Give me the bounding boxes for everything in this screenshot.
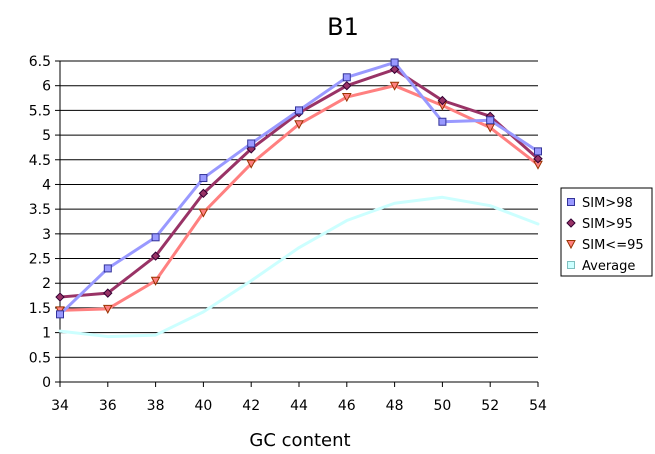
legend-marker-sim-95 bbox=[566, 218, 576, 228]
y-tick-label: 1.5 bbox=[29, 301, 51, 317]
y-tick-label: 2 bbox=[42, 276, 51, 292]
y-tick-label: 5 bbox=[42, 128, 51, 144]
y-tick-label: 5.5 bbox=[29, 103, 51, 119]
legend-marker-sim-95 bbox=[566, 240, 576, 250]
data-point-sim-95 bbox=[102, 304, 113, 314]
legend-box bbox=[560, 187, 653, 277]
x-tick-label: 52 bbox=[481, 398, 499, 414]
x-tick-label: 34 bbox=[51, 398, 69, 414]
y-tick-label: 3 bbox=[42, 227, 51, 243]
data-point-sim-95 bbox=[342, 80, 352, 91]
series-line-sim-98 bbox=[58, 60, 540, 316]
y-axis-ticks: 0 0.5 1 1.5 2 2.5 3 3.5 4 4.5 5 5.5 6 6.5 bbox=[29, 54, 60, 391]
y-tick-label: 2.5 bbox=[29, 252, 51, 268]
data-point-sim-98 bbox=[295, 106, 303, 115]
series-line-sim-95 bbox=[58, 67, 540, 299]
legend: SIM>98 SIM>95 SIM<=95 Average bbox=[560, 187, 653, 277]
data-point-sim-98 bbox=[199, 174, 208, 183]
x-axis-title: GC content bbox=[249, 430, 350, 450]
data-point-sim-95 bbox=[294, 120, 304, 130]
legend-label-average: Average bbox=[582, 259, 635, 274]
data-point-sim-98 bbox=[151, 233, 160, 242]
legend-label-sim-98: SIM>98 bbox=[582, 196, 633, 211]
x-tick-label: 46 bbox=[338, 398, 356, 414]
x-tick-label: 54 bbox=[529, 398, 547, 414]
data-point-sim-98 bbox=[486, 116, 495, 125]
data-point-sim-95 bbox=[437, 95, 448, 106]
y-tick-label: 6 bbox=[42, 79, 51, 95]
x-tick-label: 44 bbox=[290, 398, 308, 414]
data-point-sim-95 bbox=[55, 292, 65, 302]
y-tick-label: 0.5 bbox=[29, 350, 51, 366]
x-tick-label: 38 bbox=[147, 398, 165, 414]
legend-marker-average bbox=[567, 261, 575, 269]
data-point-sim-95 bbox=[389, 81, 400, 91]
y-tick-label: 6.5 bbox=[29, 54, 51, 70]
series-line-average bbox=[58, 195, 540, 339]
data-point-sim-98 bbox=[56, 310, 64, 319]
data-point-sim-95 bbox=[246, 159, 257, 169]
grid-lines bbox=[60, 60, 538, 358]
data-point-sim-95 bbox=[389, 64, 400, 75]
legend-marker-sim-98 bbox=[567, 198, 575, 206]
series-markers bbox=[55, 58, 543, 319]
data-point-sim-98 bbox=[438, 117, 447, 126]
y-tick-label: 4.5 bbox=[29, 153, 51, 169]
legend-label-sim-95: SIM>95 bbox=[582, 217, 633, 232]
y-tick-label: 3.5 bbox=[29, 202, 51, 218]
data-point-sim-95 bbox=[150, 251, 161, 261]
data-point-sim-98 bbox=[247, 139, 256, 148]
data-point-sim-95 bbox=[150, 276, 161, 286]
data-point-sim-98 bbox=[534, 147, 542, 156]
x-axis-ticks: 34 36 38 40 42 44 46 48 50 52 54 bbox=[51, 382, 547, 414]
chart-title: B1 bbox=[327, 13, 359, 41]
data-point-sim-95 bbox=[341, 93, 352, 103]
data-point-sim-98 bbox=[342, 73, 351, 82]
data-point-sim-95 bbox=[198, 208, 209, 218]
x-tick-label: 48 bbox=[386, 398, 404, 414]
series-lines bbox=[58, 60, 540, 339]
series-line-sim-95 bbox=[58, 84, 540, 312]
legend-label-sim-95: SIM<=95 bbox=[582, 238, 644, 253]
data-point-sim-98 bbox=[103, 264, 112, 273]
data-point-sim-95 bbox=[533, 154, 543, 164]
y-tick-label: 0 bbox=[42, 375, 51, 391]
y-tick-label: 1 bbox=[42, 326, 51, 342]
x-tick-label: 40 bbox=[194, 398, 212, 414]
y-tick-label: 4 bbox=[42, 177, 51, 193]
data-point-sim-95 bbox=[103, 288, 113, 298]
x-tick-label: 50 bbox=[433, 398, 451, 414]
x-tick-label: 42 bbox=[242, 398, 260, 414]
x-tick-label: 36 bbox=[99, 398, 117, 414]
data-point-sim-98 bbox=[390, 58, 399, 67]
data-point-sim-95 bbox=[198, 188, 209, 199]
